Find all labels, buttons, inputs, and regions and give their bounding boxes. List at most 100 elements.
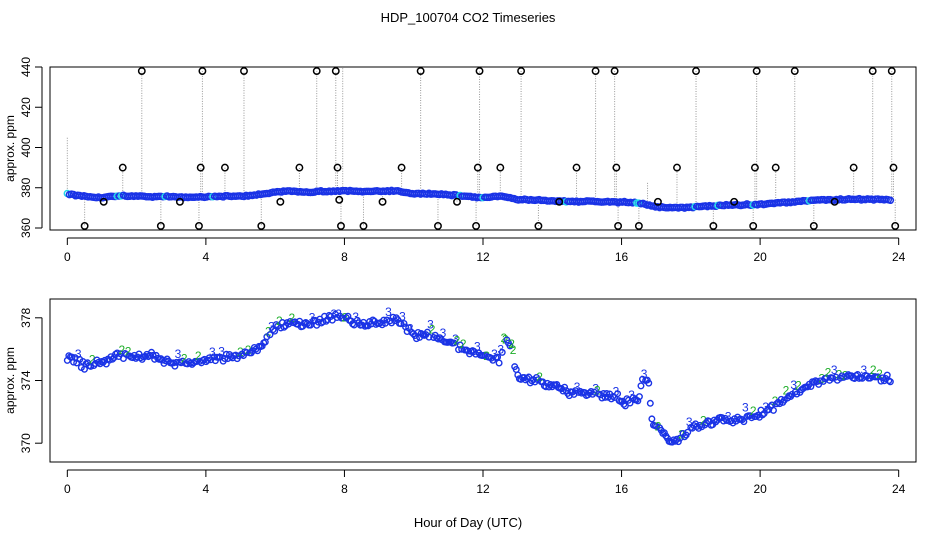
- glyph-marker-2: 2: [125, 344, 132, 358]
- data-point: [280, 323, 288, 331]
- glyph-marker-2: 2: [678, 427, 685, 441]
- data-point: [759, 411, 767, 419]
- data-point: [843, 372, 851, 380]
- top-y-tick-label: 400: [19, 137, 33, 157]
- top-x-tick-label: 20: [753, 250, 767, 264]
- bottom-y-tick-label: 374: [19, 370, 33, 390]
- data-point: [635, 393, 643, 401]
- data-point: [397, 320, 405, 328]
- top-x-tick-label: 16: [615, 250, 629, 264]
- outlier-point: [378, 197, 387, 206]
- glyph-marker-3: 3: [440, 326, 447, 340]
- outlier-point: [771, 163, 780, 172]
- bottom-x-tick-label: 4: [203, 482, 210, 496]
- outlier-point: [257, 222, 266, 230]
- top-y-tick-label: 440: [19, 57, 33, 77]
- outlier-point: [335, 195, 344, 204]
- outlier-point: [730, 197, 739, 206]
- data-point: [450, 339, 458, 347]
- outlier-point: [434, 222, 442, 230]
- outlier-point: [752, 67, 761, 75]
- outlier-point: [198, 67, 207, 75]
- data-point: [646, 399, 654, 407]
- data-point: [815, 380, 823, 388]
- glyph-marker-2: 2: [288, 311, 295, 325]
- outlier-point: [312, 67, 321, 75]
- outlier-point: [610, 67, 619, 75]
- glyph-marker-3: 3: [385, 305, 392, 319]
- outlier-point: [572, 163, 581, 172]
- data-point: [91, 360, 99, 368]
- outlier-point: [195, 222, 203, 230]
- glyph-marker-2: 2: [508, 337, 515, 351]
- outlier-point: [240, 67, 248, 75]
- data-point: [110, 354, 118, 362]
- data-point: [506, 342, 514, 350]
- outlier-point: [295, 163, 304, 172]
- glyph-marker-2: 2: [700, 414, 707, 428]
- bottom-y-tick-label: 370: [19, 433, 33, 453]
- data-point: [177, 359, 185, 367]
- outlier-point: [653, 197, 662, 206]
- outlier-point: [709, 222, 718, 230]
- data-point: [344, 312, 352, 320]
- glyph-marker-3: 3: [686, 415, 693, 429]
- outlier-point: [612, 163, 621, 172]
- outlier-point: [416, 67, 425, 75]
- outlier-point: [749, 222, 758, 230]
- glyph-marker-3: 3: [399, 310, 406, 324]
- glyph-marker-2: 2: [876, 367, 883, 381]
- glyph-marker-3: 3: [592, 382, 599, 396]
- outlier-point: [891, 222, 900, 230]
- outlier-point: [887, 67, 896, 75]
- glyph-marker-2: 2: [195, 349, 202, 363]
- data-point: [322, 317, 330, 325]
- outlier-point: [473, 163, 482, 172]
- glyph-marker-3: 3: [452, 332, 459, 346]
- figure-title: HDP_100704 CO2 Timeseries: [381, 10, 556, 25]
- outlier-point: [517, 67, 526, 75]
- top-panel: 0 4 8 12 16 20 24 360 380 400 420 440 approx. ppm: [3, 57, 917, 264]
- outlier-point: [359, 222, 368, 230]
- top-x-tick-label: 0: [64, 250, 71, 264]
- data-point: [838, 372, 846, 380]
- bottom-x-tick-label: 16: [615, 482, 629, 496]
- outlier-point: [333, 163, 342, 172]
- top-x-tick-label: 8: [341, 250, 348, 264]
- outlier-point: [397, 163, 406, 172]
- data-point: [232, 351, 240, 359]
- data-point: [740, 418, 748, 426]
- data-point: [626, 399, 634, 407]
- glyph-marker-2: 2: [783, 384, 790, 398]
- glyph-marker-3: 3: [474, 339, 481, 353]
- glyph-marker-3: 3: [831, 363, 838, 377]
- data-point: [601, 393, 609, 401]
- outlier-point: [196, 163, 205, 172]
- glyph-marker-3: 3: [407, 321, 414, 335]
- data-point: [674, 438, 682, 446]
- outlier-point: [868, 67, 877, 75]
- outlier-point: [475, 67, 484, 75]
- glyph-marker-2: 2: [536, 370, 543, 384]
- glyph-marker-2: 2: [795, 379, 802, 393]
- glyph-marker-2: 2: [181, 352, 188, 366]
- data-point: [132, 354, 140, 362]
- data-point: [286, 317, 294, 325]
- outlier-point: [534, 222, 543, 230]
- outlier-point: [809, 222, 818, 230]
- bottom-y-tick-label: 378: [19, 307, 33, 327]
- glyph-marker-3: 3: [790, 378, 797, 392]
- outlier-point: [99, 197, 108, 206]
- data-point: [645, 379, 653, 387]
- glyph-marker-2: 2: [750, 404, 757, 418]
- glyph-marker-3: 3: [175, 347, 182, 361]
- glyph-marker-2: 2: [594, 384, 601, 398]
- top-baseline-points: [63, 186, 895, 212]
- outlier-point: [220, 163, 229, 172]
- glyph-marker-3: 3: [75, 347, 82, 361]
- data-point: [116, 350, 124, 358]
- bottom-x-tick-label: 20: [753, 482, 767, 496]
